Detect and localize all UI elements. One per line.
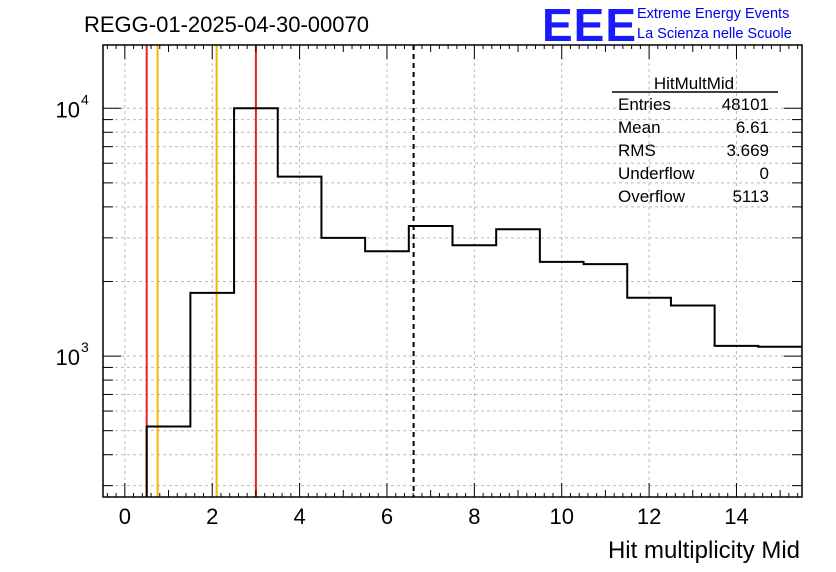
eee-logo: EEE — [542, 0, 638, 51]
x-tick-label: 10 — [549, 504, 573, 529]
x-tick-label: 0 — [119, 504, 131, 529]
y-tick-label-exponent: 3 — [81, 339, 89, 355]
stats-value-rms: 3.669 — [726, 141, 769, 160]
stats-label-overflow: Overflow — [618, 187, 686, 206]
stats-value-mean: 6.61 — [736, 118, 769, 137]
stats-value-entries: 48101 — [722, 95, 769, 114]
stats-value-overflow: 5113 — [732, 187, 769, 206]
logo-subtitle-line2: La Scienza nelle Scuole — [637, 26, 792, 42]
run-title: REGG-01-2025-04-30-00070 — [84, 12, 369, 37]
x-tick-label: 2 — [206, 504, 218, 529]
stats-label-mean: Mean — [618, 118, 661, 137]
y-tick-label-exponent: 4 — [81, 91, 89, 107]
y-tick-label-base: 10 — [56, 345, 80, 370]
logo-subtitle-line1: Extreme Energy Events — [637, 6, 790, 22]
stats-label-entries: Entries — [618, 95, 671, 114]
histogram-layer — [145, 107, 802, 497]
stats-label-underflow: Underflow — [618, 164, 695, 183]
histogram-outline — [145, 107, 802, 497]
x-tick-label: 14 — [724, 504, 748, 529]
y-tick-label-base: 10 — [56, 97, 80, 122]
x-tick-label: 6 — [381, 504, 393, 529]
x-axis-label: Hit multiplicity Mid — [608, 537, 800, 564]
stats-label-rms: RMS — [618, 141, 656, 160]
plot-frame — [102, 44, 803, 498]
stats-box: HitMultMid Entries 48101 Mean 6.61 RMS 3… — [612, 74, 778, 206]
x-tick-label: 8 — [468, 504, 480, 529]
marker-lines — [145, 45, 415, 497]
stats-title: HitMultMid — [654, 74, 734, 93]
x-tick-label: 12 — [637, 504, 661, 529]
x-tick-label: 4 — [293, 504, 305, 529]
stats-value-underflow: 0 — [760, 164, 769, 183]
grid-layer — [103, 45, 802, 497]
